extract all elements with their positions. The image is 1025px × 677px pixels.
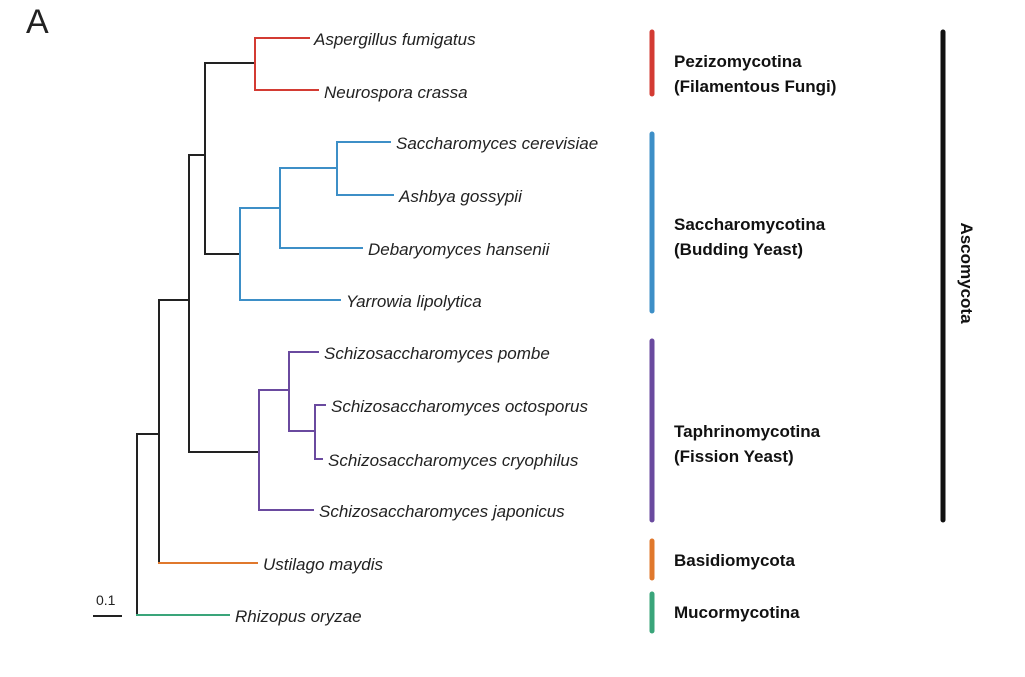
- species-label: Ashbya gossypii: [398, 187, 523, 206]
- species-label: Schizosaccharomyces cryophilus: [328, 451, 579, 470]
- ascomycota-label: Ascomycota: [957, 222, 976, 324]
- species-label: Aspergillus fumigatus: [313, 30, 476, 49]
- species-label: Schizosaccharomyces pombe: [324, 344, 550, 363]
- group-label-line1: Pezizomycotina: [674, 52, 802, 71]
- scale-bar: 0.1: [93, 592, 122, 617]
- group-label-line2: (Fission Yeast): [674, 447, 794, 466]
- group-labels: Pezizomycotina (Filamentous Fungi) Sacch…: [674, 52, 976, 622]
- species-label: Rhizopus oryzae: [235, 607, 362, 626]
- species-label: Ustilago maydis: [263, 555, 383, 574]
- panel-label: A: [26, 3, 49, 41]
- backbone-branches: [136, 62, 260, 616]
- species-label: Neurospora crassa: [324, 83, 468, 102]
- species-label: Saccharomyces cerevisiae: [396, 134, 598, 153]
- group-label-line1: Taphrinomycotina: [674, 422, 821, 441]
- species-label: Schizosaccharomyces japonicus: [319, 502, 565, 521]
- saccharomycotina-clade: [239, 141, 394, 301]
- scale-bar-label: 0.1: [96, 592, 116, 608]
- group-label-line1: Saccharomycotina: [674, 215, 826, 234]
- group-label-line2: (Budding Yeast): [674, 240, 803, 259]
- species-label: Schizosaccharomyces octosporus: [331, 397, 589, 416]
- species-label: Debaryomyces hansenii: [368, 240, 551, 259]
- species-label: Yarrowia lipolytica: [346, 292, 482, 311]
- pezizomycotina-clade: [254, 37, 319, 91]
- group-label-line1: Basidiomycota: [674, 551, 795, 570]
- group-label-line2: (Filamentous Fungi): [674, 77, 836, 96]
- species-labels: Aspergillus fumigatus Neurospora crassa …: [235, 30, 598, 626]
- taphrinomycotina-clade: [258, 351, 326, 511]
- group-brackets: [649, 29, 946, 634]
- group-label-line1: Mucormycotina: [674, 603, 800, 622]
